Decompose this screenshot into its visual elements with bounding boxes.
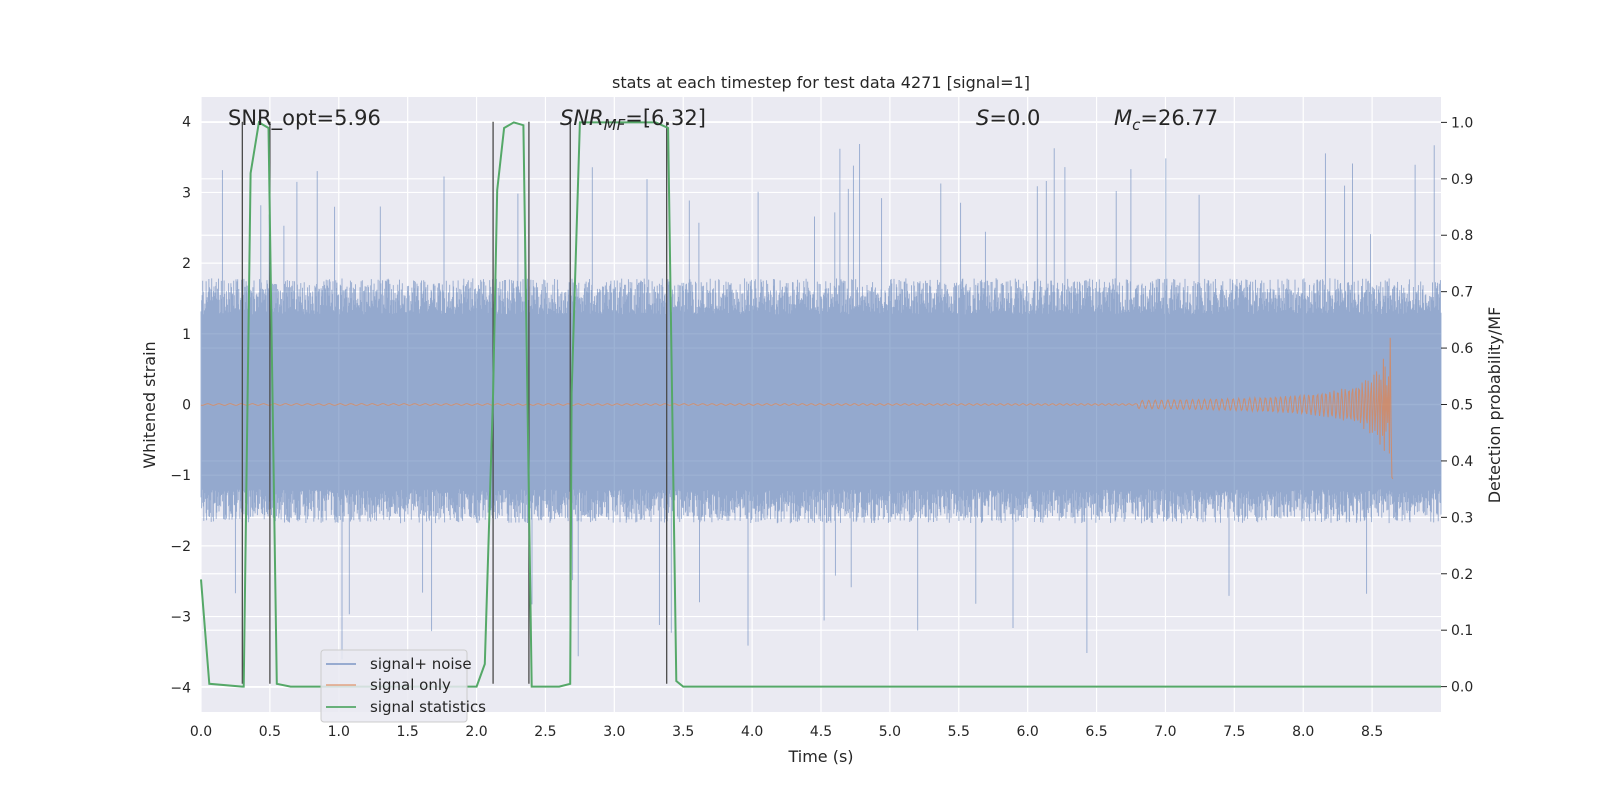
x-tick-label: 4.0 — [741, 724, 763, 740]
x-tick-label: 2.0 — [465, 724, 487, 740]
chart-title: stats at each timestep for test data 427… — [612, 73, 1030, 92]
x-tick-label: 3.5 — [672, 724, 694, 740]
y-right-tick-label: 0.2 — [1451, 567, 1473, 583]
x-tick-label: 0.0 — [190, 724, 212, 740]
y-right-tick-label: 0.8 — [1451, 228, 1473, 244]
x-tick-label: 4.5 — [810, 724, 832, 740]
y-right-tick-label: 0.6 — [1451, 341, 1473, 357]
annotation-snr-opt: SNR_opt=5.96 — [228, 106, 381, 131]
x-tick-label: 3.0 — [603, 724, 625, 740]
x-axis-label: Time (s) — [787, 747, 853, 766]
x-tick-label: 5.5 — [948, 724, 970, 740]
legend-label-signal-statistics: signal statistics — [370, 698, 486, 716]
legend-label-signal-only: signal only — [370, 676, 451, 694]
y-tick-label: 2 — [182, 256, 191, 272]
x-tick-label: 6.5 — [1085, 724, 1107, 740]
legend: signal+ noise signal only signal statist… — [320, 649, 486, 723]
x-tick-label: 8.5 — [1361, 724, 1383, 740]
x-tick-label: 8.0 — [1292, 724, 1314, 740]
y-axis-label: Whitened strain — [140, 341, 159, 468]
y-right-tick-label: 1.0 — [1451, 115, 1473, 131]
y-axis-right-label: Detection probability/MF — [1485, 307, 1504, 504]
y-right-tick-label: 0.9 — [1451, 172, 1473, 188]
y-right-tick-label: 0.1 — [1451, 623, 1473, 639]
legend-label-signal-noise: signal+ noise — [370, 655, 472, 673]
y-tick-label: −2 — [170, 539, 191, 555]
annotation-mc-value: =26.77 — [1140, 106, 1218, 130]
y-right-tick-label: 0.3 — [1451, 510, 1473, 526]
legend-box — [320, 649, 468, 723]
annotation-mc: Mc=26.77 — [1114, 106, 1218, 134]
annotation-snr-mf-sub: MF — [604, 116, 626, 134]
y-tick-label: 3 — [182, 185, 191, 201]
signal-only-trace — [200, 337, 1394, 480]
y-tick-label: −4 — [170, 680, 191, 696]
y-tick-label: 4 — [182, 115, 191, 131]
x-tick-label: 7.0 — [1154, 724, 1176, 740]
x-tick-label: 2.5 — [534, 724, 556, 740]
axes: 0.0 0.5 1.0 1.5 2.0 2.5 3.0 3.5 4.0 4.5 5.0 5.5 6.0 6… — [170, 115, 1473, 740]
annotation-mc-main: M — [1114, 106, 1132, 130]
y-tick-label: −1 — [170, 468, 191, 484]
y-right-tick-label: 0.7 — [1451, 285, 1473, 301]
x-tick-label: 1.5 — [397, 724, 419, 740]
y-right-tick-label: 0.4 — [1451, 454, 1473, 470]
x-tick-label: 7.5 — [1223, 724, 1245, 740]
x-tick-label: 0.5 — [259, 724, 281, 740]
x-tick-label: 1.0 — [328, 724, 350, 740]
annotation-snr-mf: SNRMF=[6.32] — [560, 106, 706, 134]
y-tick-label: −3 — [170, 610, 191, 626]
y-tick-label: 0 — [182, 398, 191, 414]
annotation-s-main: S — [976, 106, 989, 130]
y-right-tick-label: 0.0 — [1451, 680, 1473, 696]
annotation-mc-sub: c — [1132, 116, 1141, 134]
signal-only-series — [200, 337, 1394, 480]
annotation-s-value: =0.0 — [989, 106, 1040, 130]
annotation-snr-mf-value: =[6.32] — [625, 106, 706, 130]
annotation-s: S=0.0 — [976, 106, 1040, 130]
x-tick-label: 5.0 — [879, 724, 901, 740]
signal-statistics-trace — [200, 120, 1441, 688]
x-tick-label: 6.0 — [1017, 724, 1039, 740]
y-tick-label: 1 — [182, 327, 191, 343]
annotation-snr-mf-main: SNR — [560, 106, 604, 130]
signal-statistics-series — [200, 120, 1441, 688]
y-right-tick-label: 0.5 — [1451, 398, 1473, 414]
